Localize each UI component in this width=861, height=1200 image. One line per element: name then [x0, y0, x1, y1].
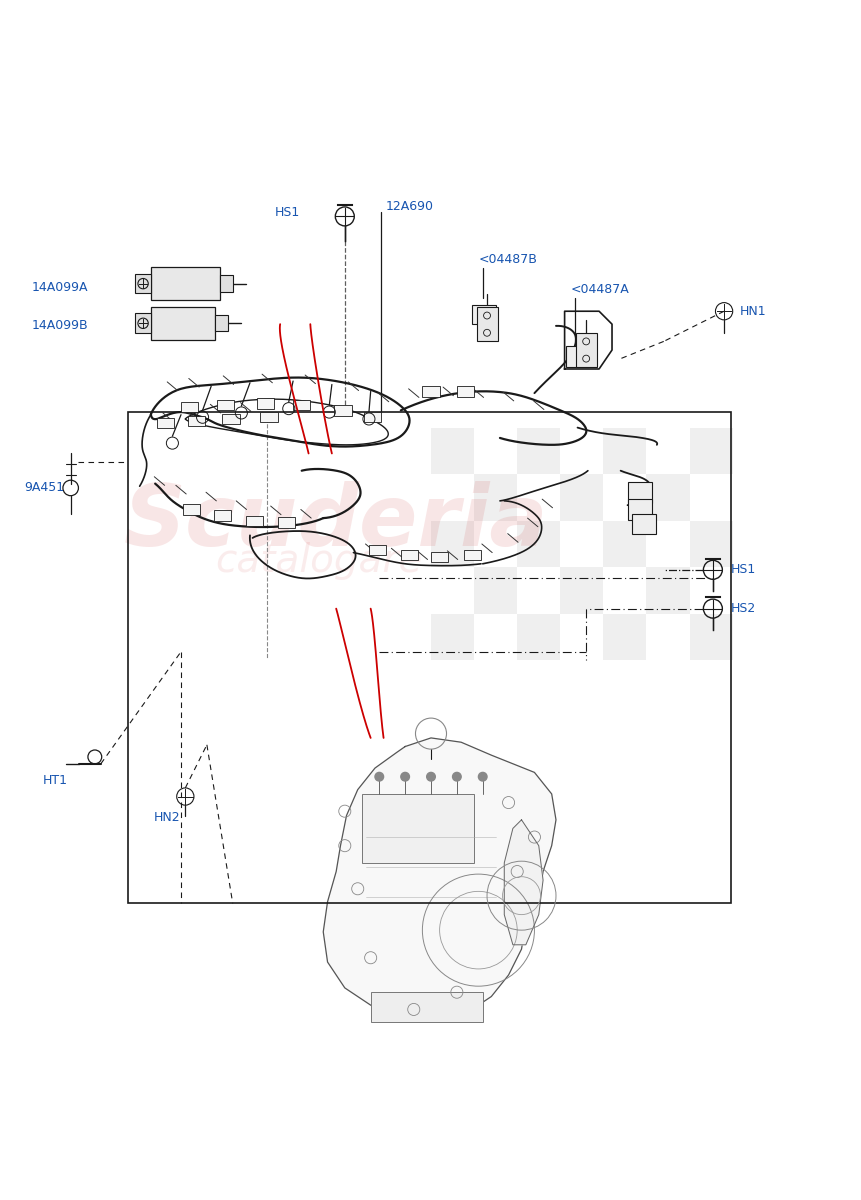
- Circle shape: [426, 773, 435, 781]
- Bar: [471, 305, 495, 324]
- Bar: [220, 276, 232, 292]
- Text: HS2: HS2: [730, 602, 755, 616]
- Circle shape: [400, 773, 409, 781]
- Bar: [370, 992, 482, 1022]
- Circle shape: [375, 773, 383, 781]
- Bar: [560, 568, 603, 613]
- Bar: [517, 613, 560, 660]
- Bar: [151, 307, 215, 340]
- Bar: [631, 514, 655, 534]
- Text: 9A451: 9A451: [24, 481, 65, 494]
- Bar: [430, 521, 474, 568]
- Bar: [334, 406, 351, 415]
- Bar: [157, 418, 174, 428]
- Bar: [188, 415, 205, 426]
- Bar: [135, 274, 151, 294]
- Bar: [217, 400, 234, 410]
- Bar: [430, 613, 474, 660]
- Bar: [603, 613, 646, 660]
- Bar: [575, 332, 597, 367]
- Bar: [474, 568, 517, 613]
- Bar: [689, 613, 732, 660]
- Bar: [363, 412, 381, 422]
- Bar: [277, 517, 294, 528]
- Text: 12A690: 12A690: [385, 199, 433, 212]
- Bar: [135, 313, 151, 334]
- Text: 14A099B: 14A099B: [31, 319, 88, 332]
- Bar: [183, 504, 200, 515]
- Text: HN2: HN2: [153, 811, 180, 823]
- Bar: [422, 386, 439, 396]
- Bar: [474, 474, 517, 521]
- Bar: [181, 402, 198, 412]
- Bar: [400, 550, 418, 560]
- Circle shape: [452, 773, 461, 781]
- Bar: [627, 499, 651, 520]
- Bar: [430, 552, 448, 562]
- Bar: [151, 268, 220, 300]
- Bar: [214, 510, 231, 521]
- Bar: [215, 316, 228, 331]
- Bar: [603, 427, 646, 474]
- Bar: [362, 794, 474, 863]
- Bar: [646, 474, 689, 521]
- Bar: [245, 516, 263, 526]
- Bar: [517, 521, 560, 568]
- Bar: [430, 427, 474, 474]
- Bar: [456, 386, 474, 396]
- Text: HN1: HN1: [739, 305, 765, 318]
- Bar: [369, 545, 386, 556]
- Text: HT1: HT1: [43, 774, 68, 787]
- Polygon shape: [323, 738, 555, 1020]
- Bar: [127, 412, 730, 904]
- Bar: [689, 521, 732, 568]
- Text: Scuderia: Scuderia: [124, 481, 548, 564]
- Bar: [260, 412, 277, 422]
- Circle shape: [478, 773, 486, 781]
- Bar: [603, 521, 646, 568]
- Bar: [463, 550, 480, 560]
- Bar: [566, 346, 587, 367]
- Text: <04487A: <04487A: [570, 283, 629, 296]
- Text: HS1: HS1: [730, 563, 755, 576]
- Text: HS1: HS1: [275, 205, 300, 218]
- Text: catalogare: catalogare: [215, 542, 422, 581]
- Bar: [476, 307, 498, 341]
- Text: 14A099A: 14A099A: [31, 282, 88, 294]
- Bar: [257, 398, 274, 409]
- Bar: [293, 400, 310, 410]
- Bar: [517, 427, 560, 474]
- Bar: [627, 482, 651, 503]
- Text: <04487B: <04487B: [478, 253, 536, 266]
- Polygon shape: [504, 820, 542, 944]
- Bar: [689, 427, 732, 474]
- Bar: [222, 414, 239, 424]
- Bar: [646, 568, 689, 613]
- Bar: [560, 474, 603, 521]
